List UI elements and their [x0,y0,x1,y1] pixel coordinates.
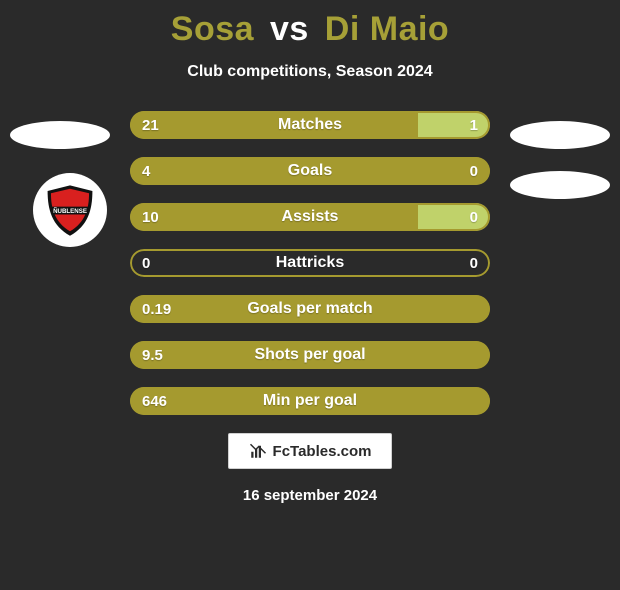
stat-row: 0.19Goals per match [130,295,490,323]
date-label: 16 september 2024 [0,487,620,504]
stat-value-right: 0 [470,249,478,277]
stat-value-right: 1 [470,111,478,139]
subtitle: Club competitions, Season 2024 [0,63,620,81]
club-logo: ÑUBLENSE [33,173,107,247]
stat-label: Goals per match [130,295,490,323]
page-title: Sosa vs Di Maio [0,10,620,49]
avatar-placeholder-right-1 [510,121,610,149]
stat-label: Hattricks [130,249,490,277]
stat-row: 0Hattricks0 [130,249,490,277]
stat-row: 21Matches1 [130,111,490,139]
stat-label: Matches [130,111,490,139]
stat-row: 10Assists0 [130,203,490,231]
stat-label: Shots per goal [130,341,490,369]
stat-label: Assists [130,203,490,231]
stat-label: Min per goal [130,387,490,415]
title-vs: vs [270,10,309,48]
stat-rows: 21Matches14Goals010Assists00Hattricks00.… [130,111,490,415]
stat-row: 4Goals0 [130,157,490,185]
branding-label: FcTables.com [273,443,372,460]
stat-row: 9.5Shots per goal [130,341,490,369]
avatar-placeholder-right-2 [510,171,610,199]
shield-icon: ÑUBLENSE [42,182,98,238]
club-name-text: ÑUBLENSE [53,208,87,215]
title-player2: Di Maio [325,10,449,48]
avatar-placeholder-left [10,121,110,149]
title-player1: Sosa [171,10,254,48]
footer: FcTables.com 16 september 2024 [0,433,620,504]
stat-row: 646Min per goal [130,387,490,415]
stat-value-right: 0 [470,203,478,231]
stat-label: Goals [130,157,490,185]
stats-stage: ÑUBLENSE 21Matches14Goals010Assists00Hat… [0,111,620,415]
branding-badge[interactable]: FcTables.com [228,433,393,469]
stat-value-right: 0 [470,157,478,185]
bar-chart-icon [249,442,267,460]
